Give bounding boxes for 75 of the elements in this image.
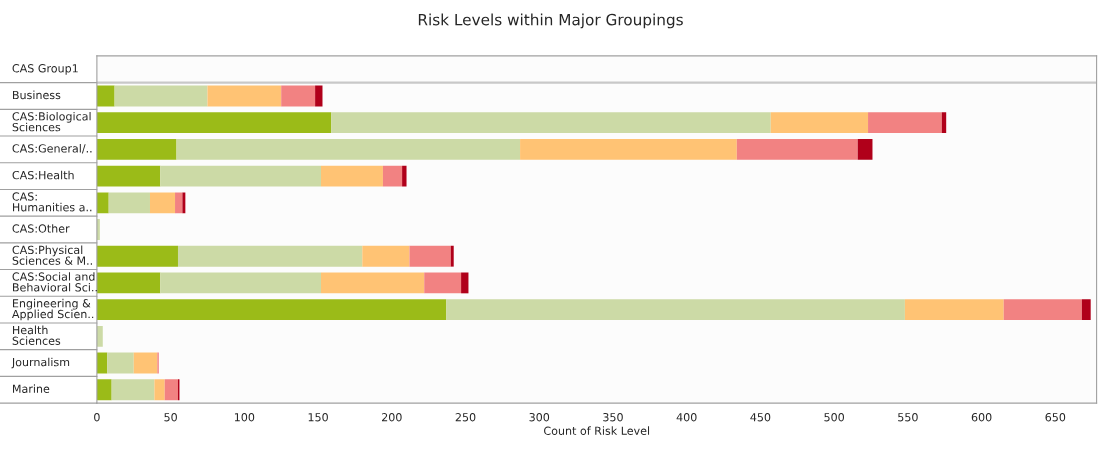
y-tick-label: CAS:Social and Behavioral Sci.. [12,272,97,292]
bar [160,272,322,294]
bar [941,112,947,134]
bar [402,165,407,187]
bar [331,112,771,134]
bar [96,245,178,267]
chart-title: Risk Levels within Major Groupings [418,13,683,29]
y-tick-label: CAS:General/.. [12,144,92,154]
bar [149,192,176,214]
x-tick-label: 250 [455,413,476,422]
bar [857,138,873,160]
x-tick-label: 550 [898,413,918,422]
x-tick-label: 450 [750,413,771,422]
bar [1081,299,1091,321]
bar [424,272,462,294]
bar [461,272,469,294]
bar [107,352,134,374]
y-tick-label: Business [13,90,61,100]
bar [450,245,454,267]
bar [176,138,521,160]
bar [362,245,410,267]
x-axis-title: Count of Risk Level [544,426,650,435]
y-tick-label: CAS:Health [12,170,74,180]
bar [177,245,363,267]
y-axis-title: CAS Group1 [12,64,78,75]
x-tick-label: 300 [529,413,550,422]
x-tick-label: 500 [824,413,844,422]
bar [96,138,177,160]
bar [96,272,161,294]
x-tick-label: 650 [1045,413,1066,422]
bar [96,192,109,214]
bar [96,299,447,321]
bar [96,85,115,107]
bar [736,138,858,160]
bar [1003,299,1082,321]
y-tick-label: CAS: Humanities a.. [12,192,92,212]
bar [114,85,208,107]
bar [164,379,178,401]
y-tick-label: Journalism [11,357,70,369]
x-tick-label: 400 [676,413,697,422]
bar [382,165,403,187]
bar [770,112,869,134]
y-tick-label: CAS:Biological Sciences [12,111,91,132]
y-tick-label: CAS:Other [12,224,70,233]
bar [446,299,905,321]
bar [175,192,183,214]
bar [154,379,165,401]
y-tick-label: Marine [13,384,50,393]
bar [868,112,942,134]
bar [96,112,332,134]
y-tick-label: Engineering & Applied Scien.. [12,298,94,321]
bar [281,85,316,107]
x-tick-label: 0 [94,413,100,422]
x-tick-label: 350 [603,413,623,422]
bar [111,379,155,401]
bar [321,272,425,294]
x-tick-label: 100 [234,413,255,422]
bar [207,85,282,107]
y-tick-label: Health Sciences [12,325,61,345]
bar [315,85,323,107]
bar [160,165,322,187]
bar [133,352,158,374]
bar [96,165,161,187]
bar [409,245,451,267]
bar [108,192,150,214]
bar [96,379,112,401]
x-tick-label: 600 [971,413,992,422]
y-tick-label: CAS:Physical Sciences & M.. [12,245,92,265]
x-tick-label: 50 [164,413,177,422]
bar [321,165,383,187]
x-tick-label: 200 [382,413,402,422]
bar [904,299,1004,321]
x-tick-label: 150 [308,413,328,422]
bar [182,192,186,214]
bar [520,138,737,160]
